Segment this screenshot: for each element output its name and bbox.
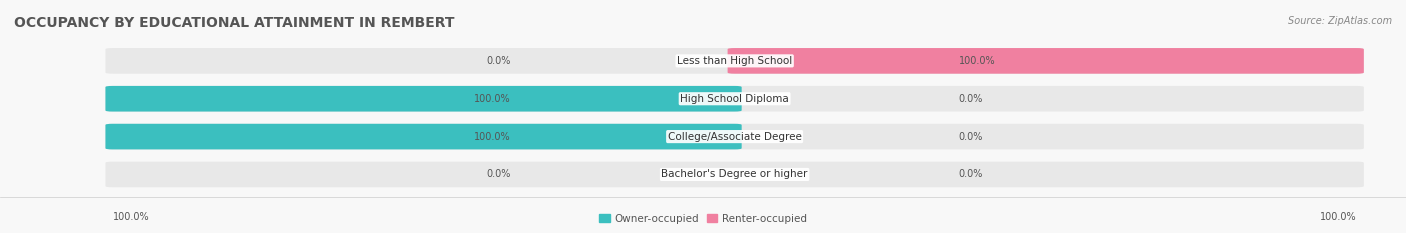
Text: High School Diploma: High School Diploma — [681, 94, 789, 104]
Text: Less than High School: Less than High School — [678, 56, 792, 66]
Text: 0.0%: 0.0% — [959, 169, 983, 179]
Text: OCCUPANCY BY EDUCATIONAL ATTAINMENT IN REMBERT: OCCUPANCY BY EDUCATIONAL ATTAINMENT IN R… — [14, 16, 454, 30]
Text: 0.0%: 0.0% — [959, 94, 983, 104]
FancyBboxPatch shape — [105, 48, 1364, 74]
FancyBboxPatch shape — [105, 124, 742, 149]
Legend: Owner-occupied, Renter-occupied: Owner-occupied, Renter-occupied — [595, 209, 811, 228]
FancyBboxPatch shape — [105, 86, 742, 112]
FancyBboxPatch shape — [728, 48, 1364, 74]
Text: Source: ZipAtlas.com: Source: ZipAtlas.com — [1288, 16, 1392, 26]
Text: 100.0%: 100.0% — [112, 212, 149, 222]
Text: 0.0%: 0.0% — [486, 169, 510, 179]
Text: College/Associate Degree: College/Associate Degree — [668, 132, 801, 142]
Text: 100.0%: 100.0% — [959, 56, 995, 66]
Text: 100.0%: 100.0% — [474, 132, 510, 142]
Text: 100.0%: 100.0% — [1320, 212, 1357, 222]
FancyBboxPatch shape — [105, 162, 1364, 187]
Text: Bachelor's Degree or higher: Bachelor's Degree or higher — [661, 169, 808, 179]
Text: 0.0%: 0.0% — [486, 56, 510, 66]
Text: 100.0%: 100.0% — [474, 94, 510, 104]
Text: 0.0%: 0.0% — [959, 132, 983, 142]
FancyBboxPatch shape — [105, 124, 1364, 149]
FancyBboxPatch shape — [105, 86, 1364, 112]
